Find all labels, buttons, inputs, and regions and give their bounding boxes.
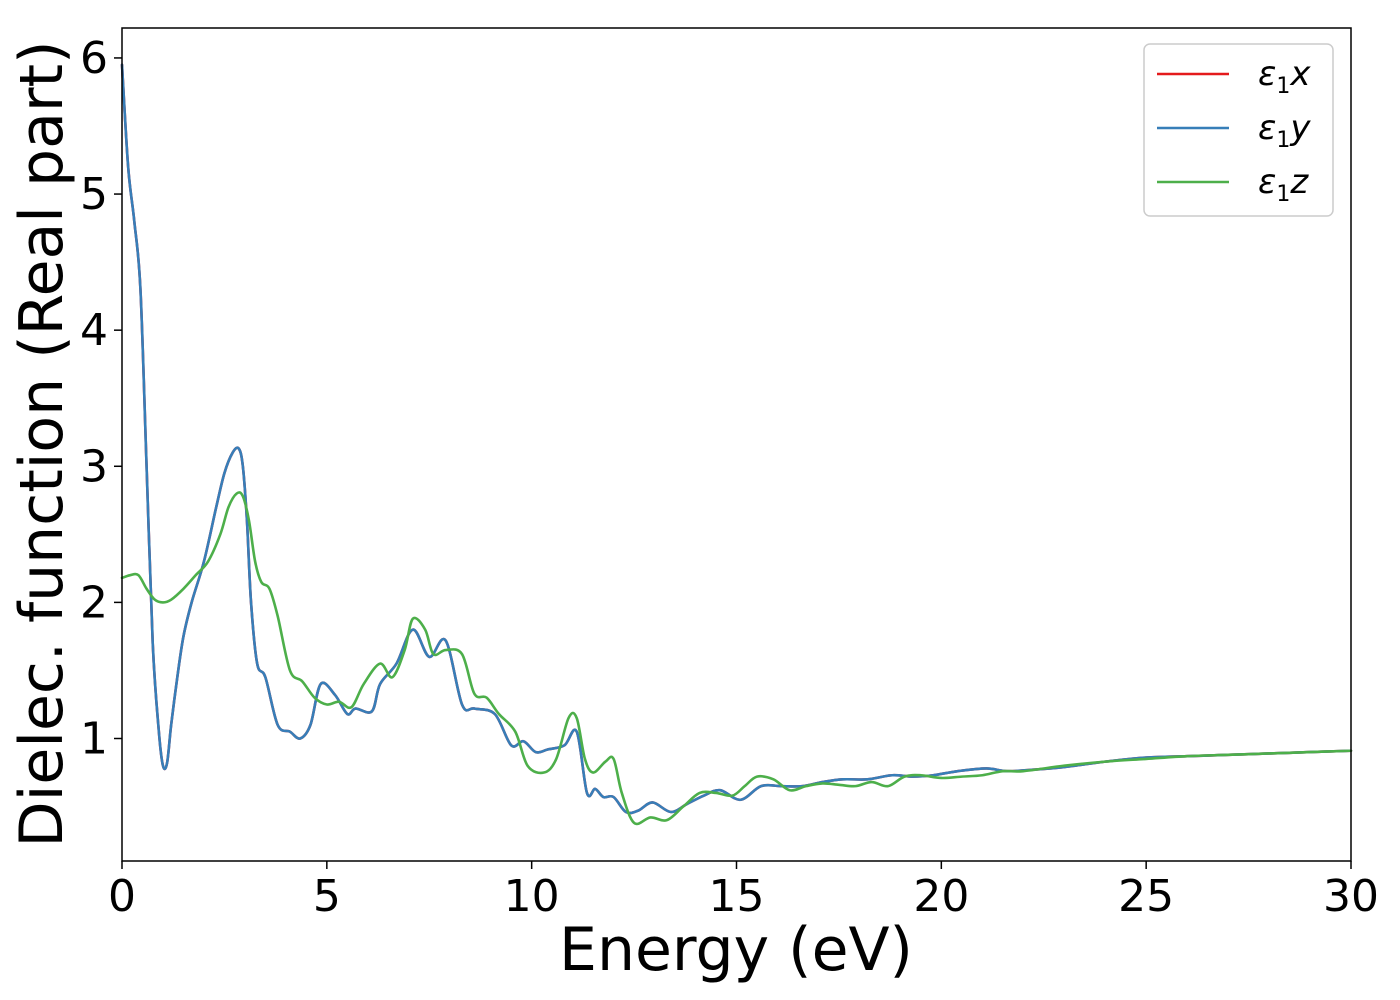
y-tick-label: 1 — [80, 714, 108, 765]
y-tick-label: 6 — [80, 33, 108, 84]
x-tick-label: 30 — [1323, 871, 1379, 922]
y-tick-label: 5 — [80, 169, 108, 220]
x-tick-label: 20 — [913, 871, 969, 922]
y-axis: 1 2 3 4 5 6 — [80, 33, 122, 765]
y-tick-label: 2 — [80, 577, 108, 628]
x-axis-title: Energy (eV) — [559, 915, 913, 985]
x-tick-label: 25 — [1118, 871, 1174, 922]
series-layer — [120, 63, 1353, 826]
y-tick-label: 4 — [80, 305, 108, 356]
legend-label-eps1x: ε1x — [1258, 54, 1311, 99]
x-tick-label: 10 — [504, 871, 560, 922]
series-line-eps1z — [120, 491, 1353, 826]
legend-label-eps1z: ε1z — [1258, 162, 1309, 207]
legend-label-eps1y: ε1y — [1258, 108, 1311, 153]
x-tick-label: 0 — [108, 871, 136, 922]
x-tick-label: 15 — [709, 871, 765, 922]
legend-box — [1143, 43, 1334, 217]
x-axis: 0 5 10 15 20 25 30 — [108, 861, 1379, 922]
y-tick-label: 3 — [80, 441, 108, 492]
y-axis-title: Dielec. function (Real part) — [7, 41, 77, 848]
x-tick-label: 5 — [313, 871, 341, 922]
legend: ε1x ε1y ε1z — [1143, 43, 1334, 217]
